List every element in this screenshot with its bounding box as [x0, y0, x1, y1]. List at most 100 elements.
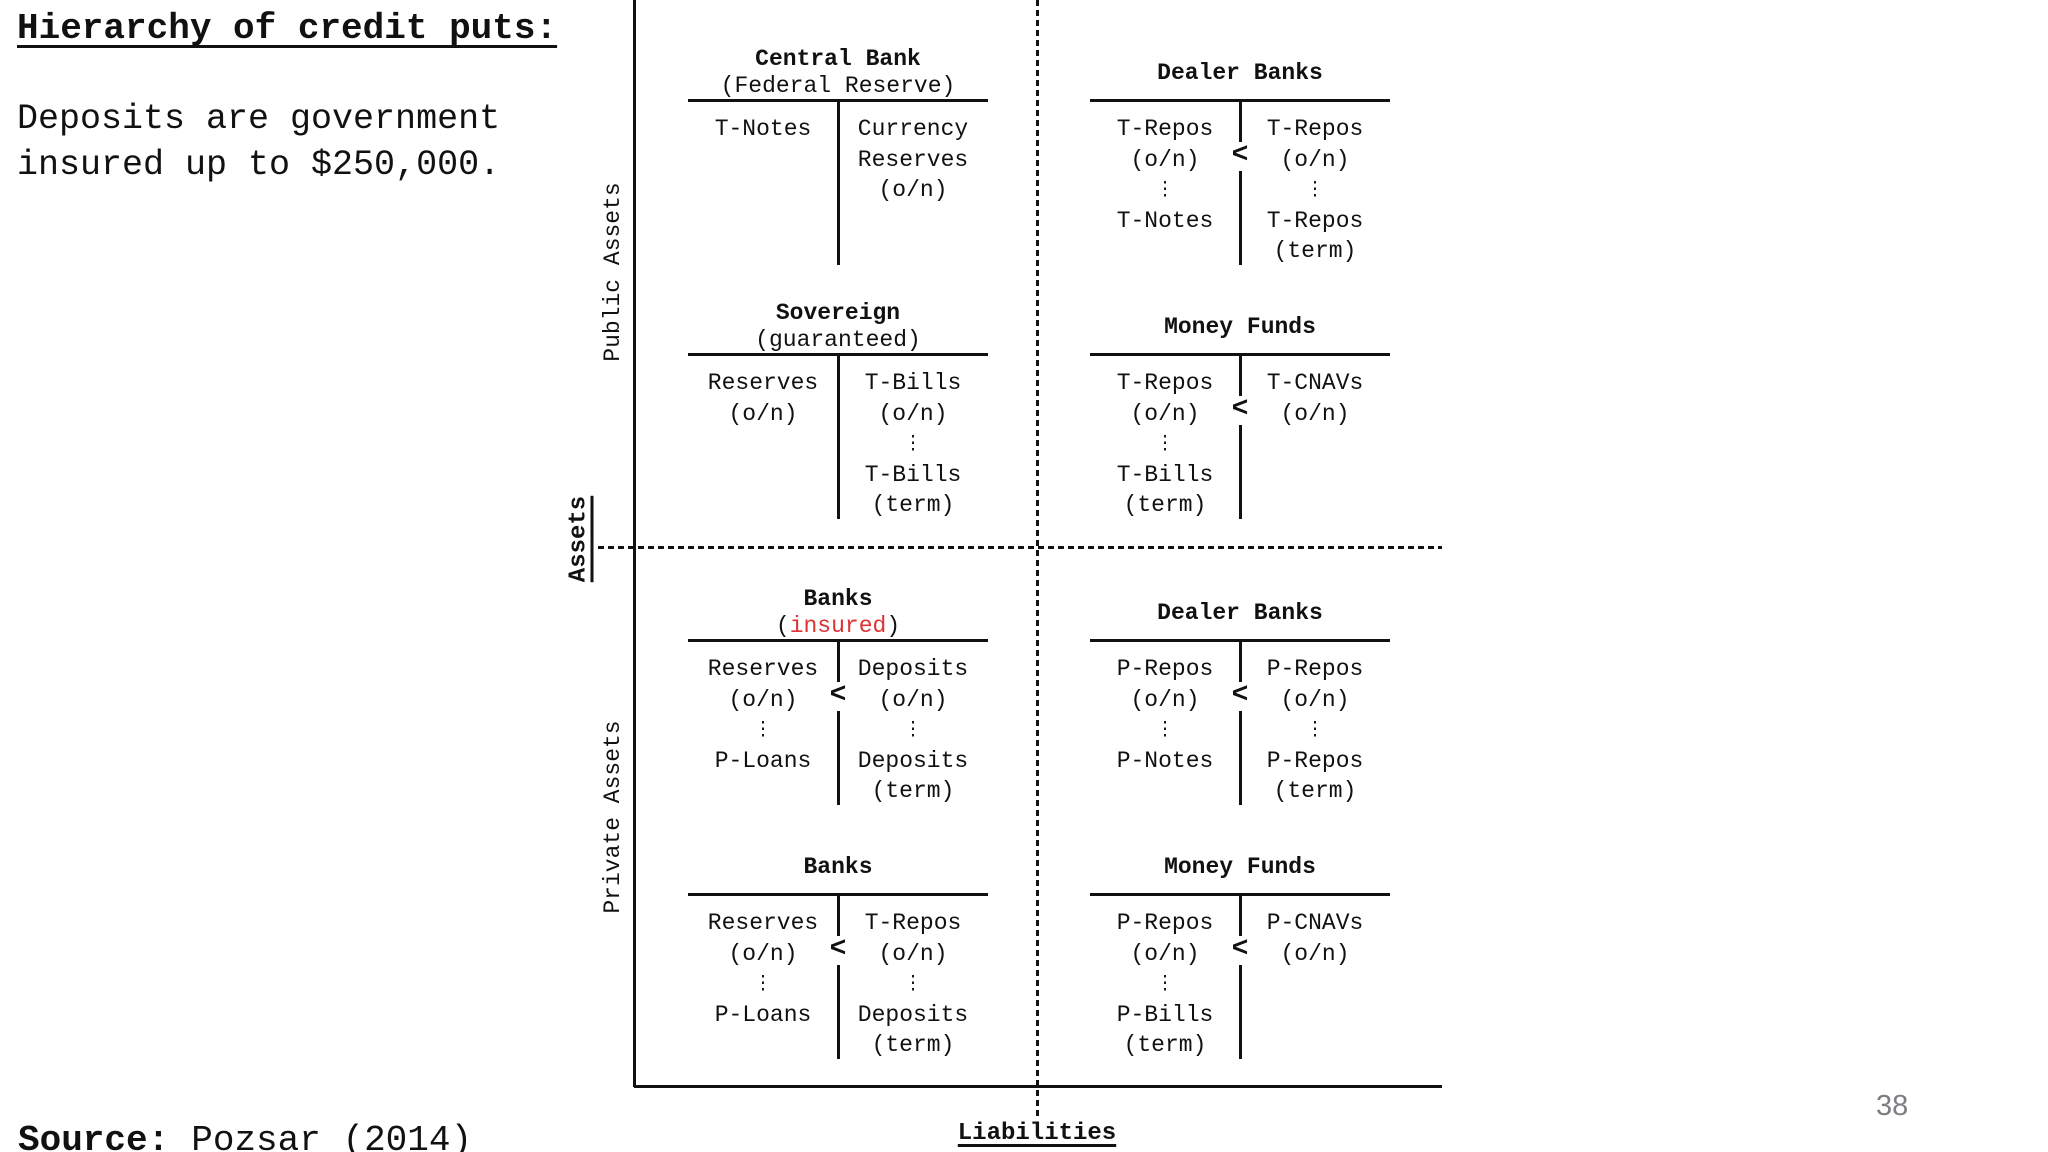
vertical-quadrant-dashed-line [1036, 0, 1039, 1117]
account-item: P-Repos [1116, 910, 1214, 936]
liabilities-column: Deposits (o/n) ⋮ Deposits (term) [838, 654, 988, 807]
account-item: T-Repos [1116, 116, 1214, 142]
note-line-2: insured up to $250,000. [17, 145, 501, 185]
account-item: P-CNAVs [1266, 910, 1364, 936]
t-divider-upper [1238, 896, 1242, 937]
liabilities-axis-label: Liabilities [957, 1120, 1117, 1147]
t-account-box: < T-Repos (o/n) ⋮ T-Bills (term) T-CNAVs (o/n) [1090, 353, 1390, 522]
account-item: T-Bills [1116, 461, 1214, 488]
assets-axis-label: Assets [565, 495, 593, 583]
liabilities-column: P-CNAVs (o/n) [1240, 908, 1390, 969]
less-than-symbol: < [1229, 140, 1251, 171]
account-item: (o/n) [728, 686, 798, 713]
account-item: (term) [871, 1032, 955, 1058]
account-item: (term) [1123, 1032, 1207, 1058]
private-assets-label: Private Assets [600, 720, 626, 914]
t-divider [836, 356, 840, 519]
account-item: (o/n) [1280, 400, 1350, 427]
t-account-money-funds-top: Money Funds < T-Repos (o/n) ⋮ T-Bills (term) T-… [1090, 314, 1390, 523]
t-account-box: Reserves (o/n) T-Bills (o/n) ⋮ T-Bills (term) [688, 353, 988, 522]
account-item: (o/n) [1280, 686, 1350, 713]
account-item: T-Repos [864, 910, 962, 936]
source-text: Pozsar (2014) [191, 1120, 473, 1152]
account-item: Reserves [857, 146, 969, 173]
t-divider-lower [836, 711, 840, 805]
public-assets-label: Public Assets [600, 182, 626, 362]
assets-column: Reserves (o/n) ⋮ P-Loans [688, 654, 838, 776]
t-divider-lower [1238, 965, 1242, 1059]
assets-column: Reserves (o/n) ⋮ P-Loans [688, 908, 838, 1030]
less-than-symbol: < [1229, 680, 1251, 711]
account-item: P-Repos [1266, 747, 1364, 774]
account-item: (o/n) [878, 400, 948, 427]
liabilities-column: P-Repos (o/n) ⋮ P-Repos (term) [1240, 654, 1390, 807]
ellipsis: ⋮ [1155, 179, 1175, 201]
account-item: Deposits [857, 747, 969, 774]
liabilities-column: T-CNAVs (o/n) [1240, 368, 1390, 429]
t-divider-lower [1238, 711, 1242, 805]
ellipsis: ⋮ [1155, 433, 1175, 455]
account-subtitle: (Federal Reserve) [720, 73, 956, 99]
t-divider-upper [1238, 356, 1242, 397]
account-item: (o/n) [878, 686, 948, 713]
t-account-box: < P-Repos (o/n) ⋮ P-Notes P-Repos (o/n) ⋮ P-Repo… [1090, 639, 1390, 808]
account-title: Money Funds [1164, 854, 1316, 880]
less-than-symbol: < [827, 680, 849, 711]
ellipsis: ⋮ [903, 719, 923, 741]
account-item: (term) [1273, 778, 1357, 804]
account-title: Banks [803, 586, 873, 612]
account-item: (o/n) [728, 400, 798, 427]
account-item: (o/n) [728, 940, 798, 967]
account-item: P-Repos [1116, 656, 1214, 682]
account-item: P-Notes [1116, 747, 1214, 774]
note-line-1: Deposits are government [17, 99, 501, 139]
assets-column: T-Repos (o/n) ⋮ T-Bills (term) [1090, 368, 1240, 521]
account-item: T-Repos [1266, 116, 1364, 142]
t-divider-upper [1238, 102, 1242, 143]
account-item: Deposits [857, 1001, 969, 1028]
account-title: Banks [803, 854, 873, 880]
account-item: Reserves [707, 910, 819, 936]
t-divider-upper [1238, 642, 1242, 683]
account-item: (term) [871, 778, 955, 804]
assets-column: Reserves (o/n) [688, 368, 838, 429]
t-account-box: < P-Repos (o/n) ⋮ P-Bills (term) P-CNAVs (o/n) [1090, 893, 1390, 1062]
account-item: P-Repos [1266, 656, 1364, 682]
t-account-dealer-banks-bottom: Dealer Banks < P-Repos (o/n) ⋮ P-Notes P-Repos… [1090, 600, 1390, 809]
t-account-box: < T-Repos (o/n) ⋮ T-Notes T-Repos (o/n) ⋮ T-Repo… [1090, 99, 1390, 268]
account-item: T-Repos [1266, 207, 1364, 234]
account-item: P-Loans [714, 747, 812, 774]
assets-column: T-Repos (o/n) ⋮ T-Notes [1090, 114, 1240, 236]
account-item: T-Repos [1116, 370, 1214, 396]
ellipsis: ⋮ [753, 973, 773, 995]
ellipsis: ⋮ [1305, 719, 1325, 741]
account-item: (term) [871, 492, 955, 518]
account-item: (o/n) [1130, 940, 1200, 967]
account-title: Central Bank [755, 46, 921, 72]
assets-column: P-Repos (o/n) ⋮ P-Notes [1090, 654, 1240, 776]
account-item: (term) [1123, 492, 1207, 518]
account-item: Deposits [857, 656, 969, 682]
ellipsis: ⋮ [1155, 719, 1175, 741]
account-subtitle: (guaranteed) [755, 327, 921, 353]
account-item: P-Bills [1116, 1001, 1214, 1028]
t-divider-lower [1238, 171, 1242, 265]
account-item: (o/n) [878, 940, 948, 967]
t-account-box: T-Notes Currency Reserves (o/n) [688, 99, 988, 268]
t-account-money-funds-bottom: Money Funds < P-Repos (o/n) ⋮ P-Bills (term) P-… [1090, 854, 1390, 1063]
liabilities-column: T-Bills (o/n) ⋮ T-Bills (term) [838, 368, 988, 521]
account-item: (o/n) [1130, 400, 1200, 427]
assets-axis-line [633, 0, 636, 1087]
t-account-box: < Reserves (o/n) ⋮ P-Loans T-Repos (o/n) ⋮ Depos… [688, 893, 988, 1062]
account-item: Reserves [707, 656, 819, 682]
ellipsis: ⋮ [903, 433, 923, 455]
account-item: (o/n) [878, 177, 948, 203]
account-item: (term) [1273, 238, 1357, 264]
ellipsis: ⋮ [753, 719, 773, 741]
t-account-banks-bottom: Banks < Reserves (o/n) ⋮ P-Loans T-Repos (o/n) ⋮… [688, 854, 988, 1063]
account-item: T-Notes [1116, 207, 1214, 234]
account-title: Money Funds [1164, 314, 1316, 340]
ellipsis: ⋮ [903, 973, 923, 995]
account-subtitle-highlight: insured [789, 613, 887, 639]
